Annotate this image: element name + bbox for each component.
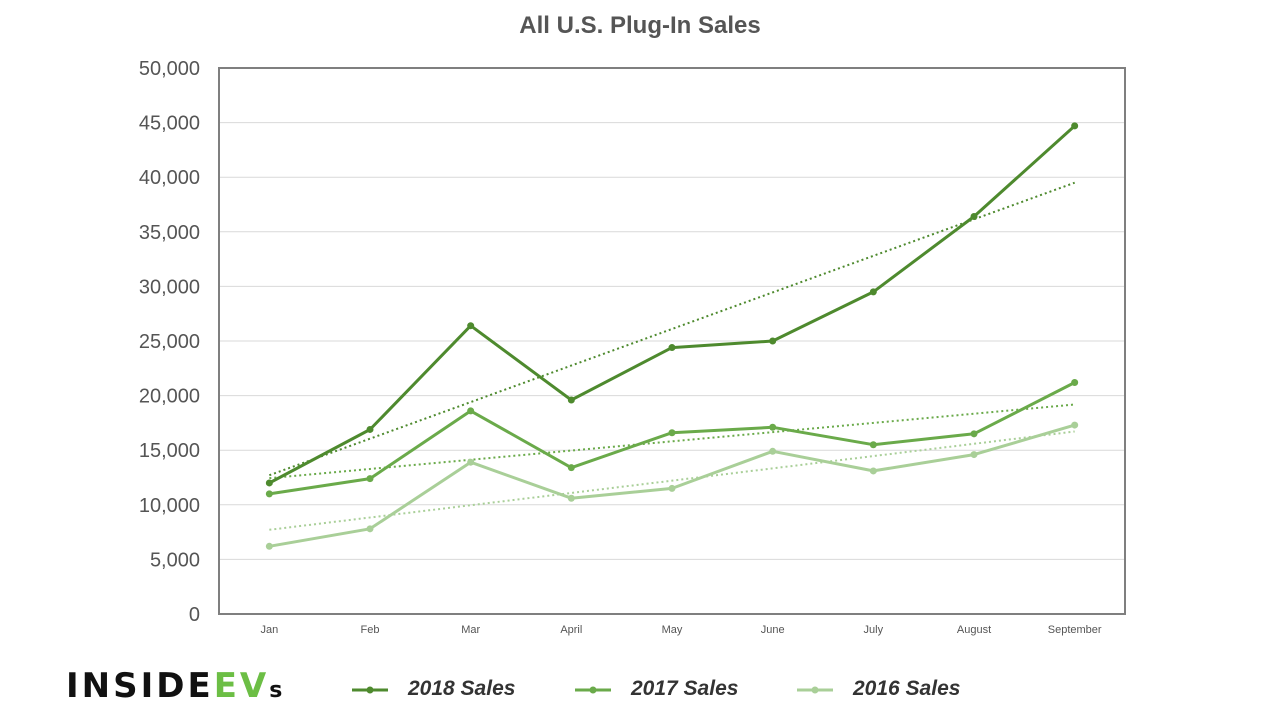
plot-frame xyxy=(218,67,1126,615)
trendlines xyxy=(268,181,1076,531)
y-tick-label: 25,000 xyxy=(139,331,200,353)
data-point-2017 xyxy=(869,441,877,449)
data-point-2017 xyxy=(467,407,475,415)
legend-swatch xyxy=(797,686,833,694)
legend-swatch xyxy=(352,686,388,694)
logo-text-accent: EV xyxy=(213,666,270,706)
data-point-2016 xyxy=(869,467,877,475)
data-point-2017 xyxy=(1071,378,1079,386)
x-tick-label: May xyxy=(662,624,683,636)
y-tick-label: 0 xyxy=(189,604,200,626)
data-point-2017 xyxy=(668,429,676,437)
data-point-2018 xyxy=(668,344,676,352)
data-point-2017 xyxy=(366,475,374,483)
trendline-2016 xyxy=(269,430,1075,531)
legend-label: 2018 Sales xyxy=(408,677,516,700)
legend-label: 2016 Sales xyxy=(853,677,961,700)
y-tick-label: 45,000 xyxy=(139,113,200,135)
data-point-2016 xyxy=(668,484,676,492)
data-point-2016 xyxy=(265,542,273,550)
chart-title: All U.S. Plug-In Sales xyxy=(519,12,761,39)
data-point-2018 xyxy=(970,213,978,221)
logo-text-suffix: s xyxy=(269,678,283,703)
series-lines xyxy=(265,122,1079,550)
data-point-2016 xyxy=(1071,421,1079,429)
data-point-2018 xyxy=(366,425,374,433)
x-tick-label: Feb xyxy=(361,624,380,636)
y-tick-label: 5,000 xyxy=(150,549,200,571)
x-tick-label: September xyxy=(1048,624,1102,636)
y-tick-label: 10,000 xyxy=(139,495,200,517)
y-tick-label: 40,000 xyxy=(139,167,200,189)
gridlines xyxy=(219,122,1125,560)
y-tick-label: 30,000 xyxy=(139,276,200,298)
x-tick-label: June xyxy=(761,624,785,636)
x-tick-label: August xyxy=(957,624,991,636)
data-point-2018 xyxy=(567,396,575,404)
data-point-2017 xyxy=(769,423,777,431)
y-tick-label: 50,000 xyxy=(139,58,200,80)
series-line-2017 xyxy=(269,381,1076,496)
x-tick-label: July xyxy=(864,624,884,636)
insideevs-logo: INSIDEEVs xyxy=(66,666,282,706)
data-point-2018 xyxy=(869,288,877,296)
x-tick-label: Jan xyxy=(260,624,278,636)
data-point-2017 xyxy=(265,490,273,498)
x-tick-label: Mar xyxy=(461,624,480,636)
data-point-2018 xyxy=(467,322,475,330)
data-point-2016 xyxy=(970,451,978,459)
y-tick-label: 35,000 xyxy=(139,222,200,244)
data-point-2016 xyxy=(366,525,374,533)
data-point-2018 xyxy=(769,337,777,345)
data-point-2018 xyxy=(1071,122,1079,130)
trendline-2017 xyxy=(269,403,1075,480)
data-point-2016 xyxy=(769,447,777,455)
x-tick-label: April xyxy=(560,624,582,636)
y-tick-label: 20,000 xyxy=(139,386,200,408)
y-axis-tick-labels: 0 5,000 10,000 15,000 20,000 25,000 30,000 35,0… xyxy=(139,58,200,626)
legend-item-2017: 2017 Sales xyxy=(575,674,738,704)
logo-text-main: INSIDE xyxy=(66,666,214,706)
legend-label: 2017 Sales xyxy=(631,677,739,700)
series-2016 xyxy=(265,421,1079,550)
legend-item-2018: 2018 Sales xyxy=(352,674,515,704)
legend-item-2016: 2016 Sales xyxy=(797,674,960,704)
data-point-2017 xyxy=(970,430,978,438)
data-point-2016 xyxy=(467,458,475,466)
y-tick-label: 15,000 xyxy=(139,440,200,462)
series-2017 xyxy=(265,378,1079,498)
data-point-2017 xyxy=(567,464,575,472)
data-point-2018 xyxy=(265,479,273,487)
data-point-2016 xyxy=(567,494,575,502)
legend-swatch xyxy=(575,686,611,694)
x-axis-tick-labels: Jan Feb Mar April May June July August September xyxy=(260,624,1101,636)
series-2018 xyxy=(265,122,1079,487)
